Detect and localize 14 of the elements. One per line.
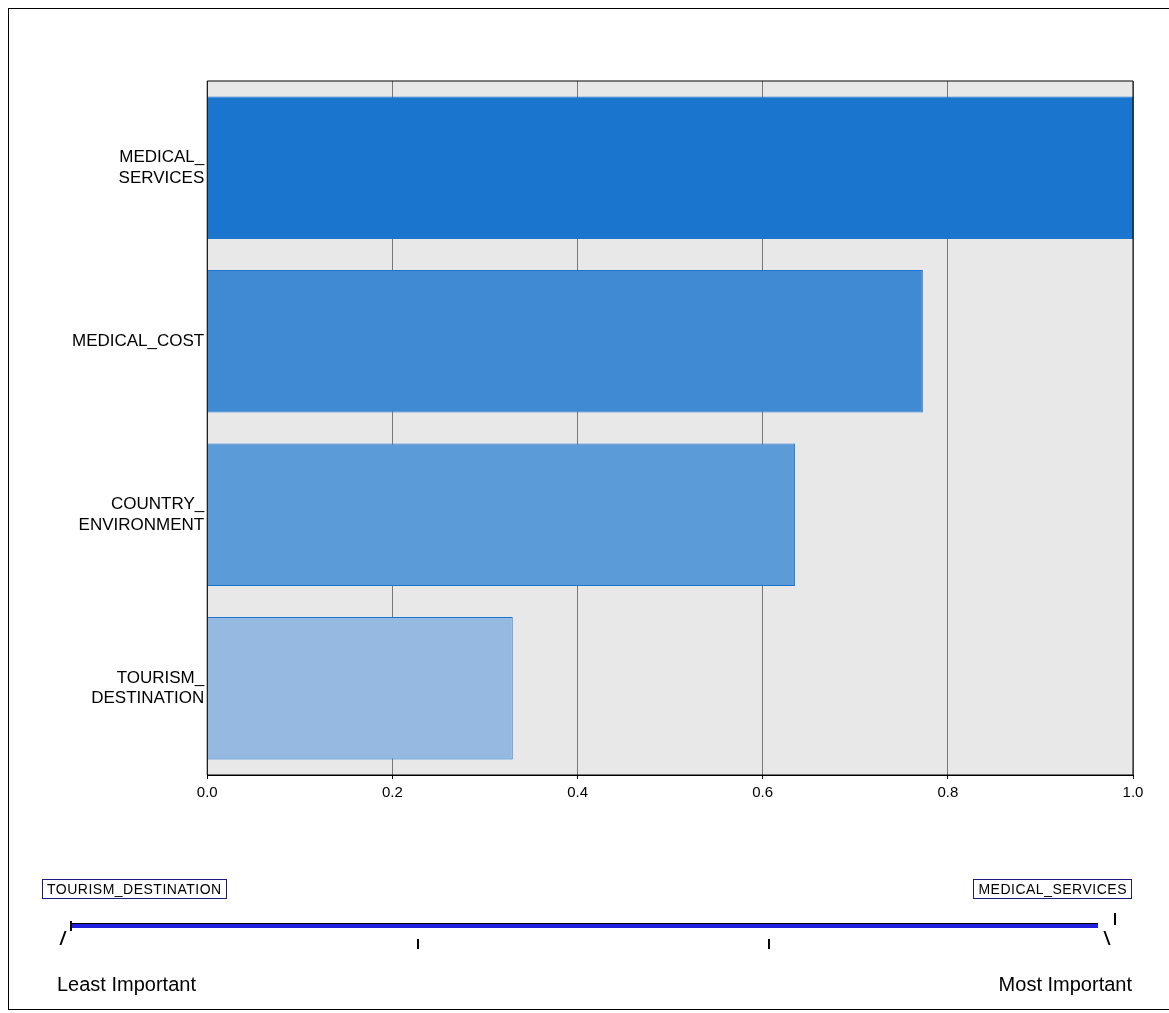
text: Most Important (998, 973, 1132, 996)
x-tick-label: 1.0 (1122, 783, 1144, 801)
y-tick-label: MEDICAL_COST (72, 330, 205, 350)
x-tick-label: 0.2 (381, 783, 403, 801)
text: MEDICAL_SERVICES (973, 879, 1132, 899)
y-tick-label: MEDICAL_SERVICES (118, 147, 205, 187)
x-tick-label: 0.0 (196, 783, 218, 801)
y-tick-label: TOURISM_DESTINATION (91, 667, 205, 708)
x-tick-label: 0.8 (937, 783, 959, 801)
text: Least Important (57, 973, 196, 996)
x-tick-label: 0.6 (752, 783, 774, 801)
bar (207, 96, 1133, 239)
x-tick-label: 0.4 (567, 783, 588, 801)
y-tick-label: COUNTRY_ENVIRONMENT (78, 494, 205, 534)
